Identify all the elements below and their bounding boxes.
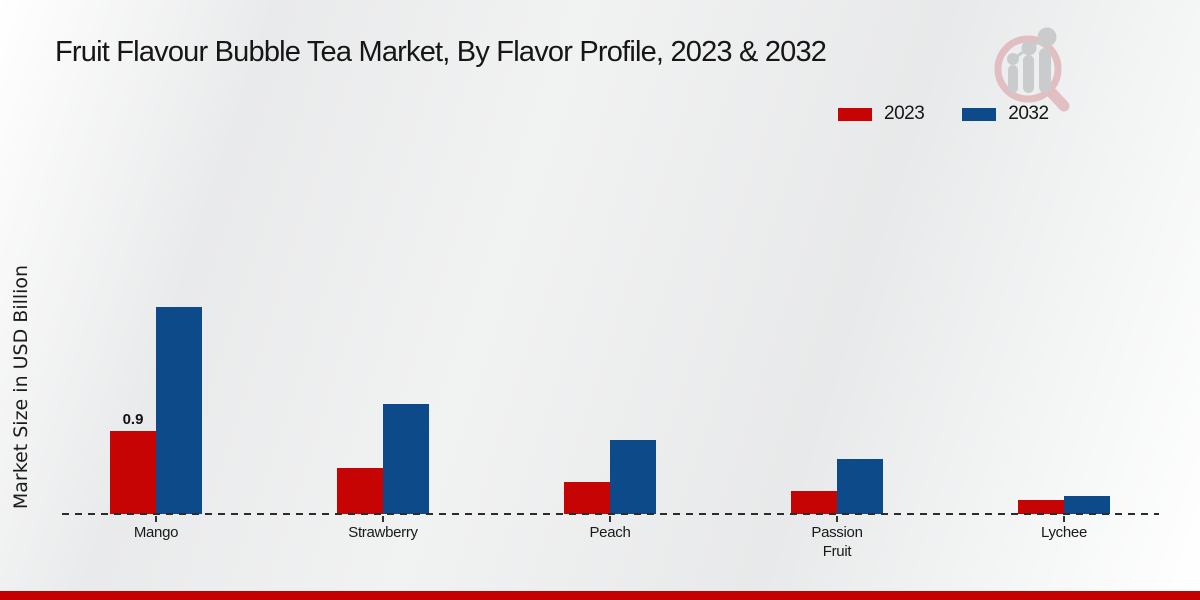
bar-2032-mango <box>156 307 202 514</box>
legend-item-2032: 2032 <box>962 103 1049 125</box>
x-axis-tick <box>1063 516 1065 522</box>
bar-2023-peach <box>564 482 610 514</box>
bar-value-label-mango: 0.9 <box>122 411 144 428</box>
x-axis-label-passion-fruit: Passion Fruit <box>811 524 863 560</box>
bar-2032-peach <box>610 440 656 514</box>
chart-title: Fruit Flavour Bubble Tea Market, By Flav… <box>55 36 827 68</box>
x-axis-label-peach: Peach <box>589 524 631 541</box>
legend-swatch-2023 <box>838 107 872 121</box>
legend-swatch-2032 <box>962 107 997 121</box>
legend-item-2023: 2023 <box>838 103 925 125</box>
bar-2032-passion-fruit <box>837 459 883 514</box>
x-axis-tick <box>155 516 157 522</box>
x-axis-label-strawberry: Strawberry <box>348 524 418 541</box>
x-axis-tick <box>609 516 611 522</box>
legend-label: 2023 <box>884 103 925 124</box>
bar-2032-strawberry <box>383 404 429 514</box>
x-axis-tick <box>382 516 384 522</box>
bar-2032-lychee <box>1064 496 1110 514</box>
x-axis-label-mango: Mango <box>133 524 179 541</box>
x-axis-tick <box>836 516 838 522</box>
bar-2023-passion-fruit <box>791 491 837 514</box>
footer-accent-bar <box>0 591 1200 600</box>
x-axis-label-lychee: Lychee <box>1040 524 1087 541</box>
plot-area: 0.9 <box>0 284 1200 514</box>
bar-2023-strawberry <box>337 468 383 514</box>
chart-legend: 2023 2032 <box>838 103 1049 125</box>
bar-2023-mango <box>110 431 156 514</box>
bar-2023-lychee <box>1018 500 1064 514</box>
baseline-dashed-line <box>62 513 1159 515</box>
brand-logo-icon <box>994 27 1070 112</box>
legend-label: 2032 <box>1008 103 1049 124</box>
